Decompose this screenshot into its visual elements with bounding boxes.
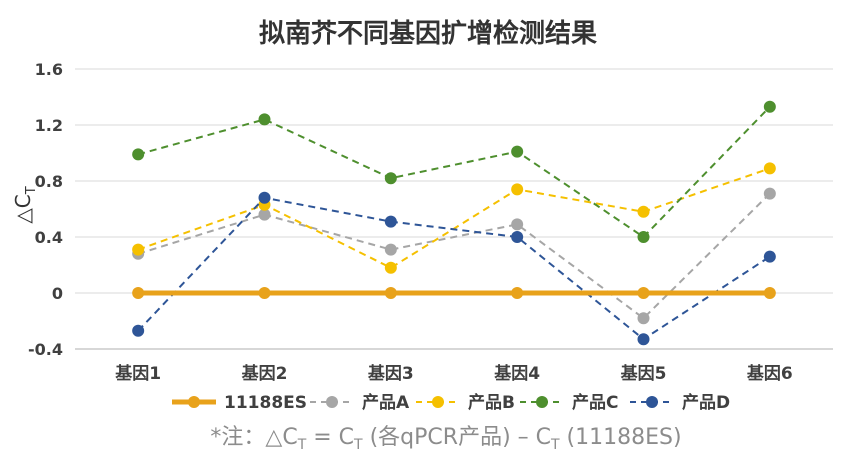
- data-point: [132, 287, 145, 299]
- series-group: [132, 100, 776, 346]
- series-line: [137, 196, 771, 341]
- data-point: [384, 215, 397, 228]
- series-4: [132, 100, 776, 243]
- data-point: [637, 312, 650, 325]
- data-point: [511, 145, 524, 158]
- footnote: *注：△CT = CT (各qPCR产品) – CT (11188ES): [210, 425, 681, 453]
- data-point: [763, 162, 776, 175]
- chart-title: 拟南芥不同基因扩增检测结果: [259, 18, 597, 49]
- y-tick-label: -0.4: [28, 340, 63, 359]
- data-point: [258, 113, 271, 126]
- data-point: [258, 287, 271, 299]
- data-point: [763, 100, 776, 113]
- legend-item: 产品D: [630, 392, 730, 413]
- legend-marker: [432, 396, 444, 408]
- data-point: [132, 324, 145, 337]
- series-5: [132, 191, 776, 346]
- data-point: [763, 187, 776, 200]
- x-tick-label: 基因3: [367, 363, 414, 384]
- data-point: [637, 287, 650, 299]
- legend-item: 产品B: [416, 392, 515, 413]
- legend-marker: [188, 396, 200, 408]
- data-point: [763, 250, 776, 263]
- legend-marker: [326, 396, 338, 408]
- x-tick-label: 基因2: [241, 363, 288, 384]
- series-3: [132, 162, 776, 274]
- legend-marker: [646, 396, 658, 408]
- x-tick-label: 基因6: [746, 363, 793, 384]
- legend-label: 产品C: [572, 392, 618, 413]
- data-point: [132, 243, 145, 256]
- y-axis-label: △CT: [11, 186, 39, 223]
- data-point: [384, 172, 397, 185]
- legend-item: 产品A: [310, 392, 410, 413]
- data-point: [511, 287, 524, 299]
- legend-label: 11188ES: [224, 393, 307, 413]
- x-tick-label: 基因1: [114, 363, 161, 384]
- legend-item: 11188ES: [172, 393, 307, 413]
- x-tick-label: 基因4: [493, 363, 540, 384]
- x-axis-ticks: 基因1 基因2 基因3 基因4 基因5 基因6: [114, 363, 793, 384]
- data-point: [511, 231, 524, 243]
- data-point: [511, 183, 524, 196]
- data-point: [637, 205, 650, 218]
- data-point: [637, 231, 650, 243]
- y-tick-label: 1.6: [35, 60, 63, 79]
- data-point: [384, 261, 397, 274]
- y-tick-label: 0.8: [35, 172, 63, 191]
- y-tick-label: 1.2: [35, 116, 63, 135]
- data-point: [384, 243, 397, 256]
- y-axis-ticks: -0.4 0 0.4 0.8 1.2 1.6: [28, 60, 63, 359]
- data-point: [384, 287, 397, 299]
- series-line: [137, 167, 771, 269]
- data-point: [763, 287, 776, 299]
- legend-item: 产品C: [520, 392, 618, 413]
- y-tick-label: 0: [52, 284, 63, 303]
- series-line: [137, 106, 771, 239]
- series-1: [132, 287, 776, 299]
- series-line: [137, 192, 771, 320]
- x-tick-label: 基因5: [620, 363, 667, 384]
- legend-label: 产品B: [468, 392, 515, 413]
- legend-marker: [536, 396, 548, 408]
- grid-lines: [75, 68, 833, 350]
- legend: 11188ES 产品A 产品B 产品C 产品D: [172, 392, 730, 413]
- y-tick-label: 0.4: [35, 228, 63, 247]
- data-point: [637, 333, 650, 346]
- legend-label: 产品D: [682, 392, 730, 413]
- data-point: [132, 148, 145, 161]
- series-2: [132, 187, 776, 325]
- data-point: [511, 218, 524, 231]
- legend-label: 产品A: [362, 392, 410, 413]
- data-point: [258, 208, 271, 221]
- data-point: [258, 191, 271, 204]
